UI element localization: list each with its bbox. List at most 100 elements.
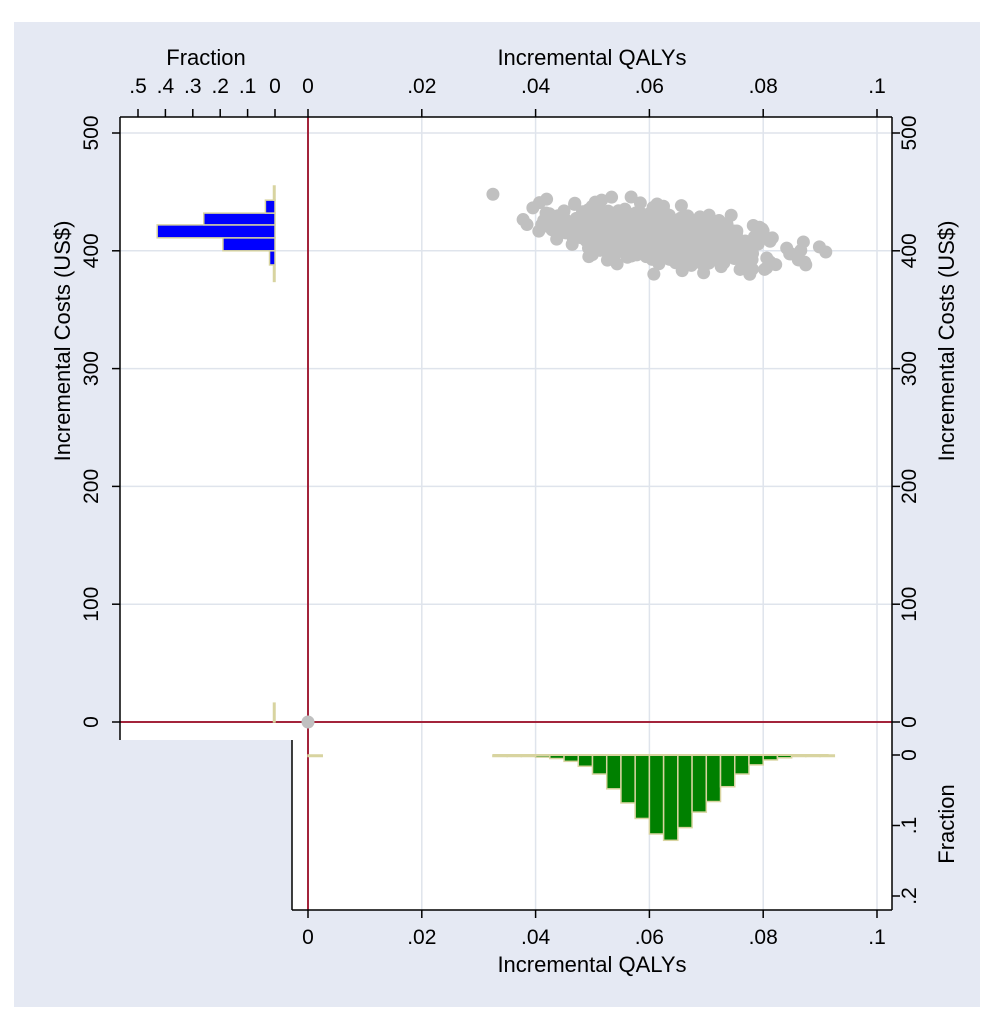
scatter-point <box>731 248 745 262</box>
qaly-histogram-bar <box>734 754 750 775</box>
scatter-point <box>626 215 640 229</box>
right-y-tick-label: 400 <box>898 233 921 268</box>
qaly-histogram-tick-label: .2 <box>898 887 921 905</box>
cost-histogram-bar <box>272 264 276 283</box>
scatter-point <box>638 239 652 253</box>
scatter-point <box>672 234 686 248</box>
qaly-histogram <box>307 754 836 842</box>
left-y-tick-label: 300 <box>80 351 103 386</box>
scatter-point <box>769 258 783 272</box>
qaly-histogram-bar <box>591 754 608 775</box>
top-x-tick-label: .06 <box>635 75 664 98</box>
cost-histogram-bar <box>272 185 276 201</box>
right-y-tick-label: 200 <box>898 469 921 504</box>
qaly-histogram-bar <box>307 754 323 758</box>
scatter-point <box>627 232 641 246</box>
scatter-point <box>720 232 734 246</box>
qaly-histogram-bar <box>577 754 594 768</box>
scatter-points <box>301 187 833 729</box>
cost-histogram-tick-label: .3 <box>184 75 202 98</box>
scatter-point <box>664 252 678 266</box>
scatter-point <box>586 218 600 232</box>
bottom-x-axis-title: Incremental QALYs <box>497 952 686 977</box>
cost-histogram-tick-label: .4 <box>157 75 175 98</box>
scatter-point <box>633 196 647 210</box>
right-y-tick-label: 100 <box>898 587 921 622</box>
scatter-point <box>605 190 619 204</box>
cost-histogram-tick-label: .1 <box>239 75 257 98</box>
scatter-point <box>605 247 619 261</box>
scatter-point <box>557 204 571 218</box>
scatter-point <box>674 199 688 213</box>
cost-histogram-axis-title: Fraction <box>166 45 245 70</box>
cost-histogram-bar <box>268 250 276 266</box>
top-x-tick-label: .04 <box>521 75 551 98</box>
scatter-point <box>516 213 530 227</box>
cost-histogram-bar <box>222 237 276 252</box>
scatter-point <box>714 216 728 230</box>
scatter-point <box>743 267 757 281</box>
qaly-histogram-bar <box>662 754 679 842</box>
scatter-point <box>610 257 624 271</box>
scatter-point <box>486 187 500 201</box>
scatter-point <box>647 267 661 281</box>
qaly-histogram-bar <box>748 754 764 766</box>
scatter-point <box>693 210 707 224</box>
top-x-axis-title: Incremental QALYs <box>497 45 686 70</box>
scatter-point <box>729 226 743 240</box>
qaly-histogram-bar <box>605 754 622 790</box>
scatter-point <box>681 244 695 258</box>
qaly-histogram-bar <box>620 754 636 804</box>
scatter-point <box>676 217 690 231</box>
scatter-point <box>576 205 590 219</box>
scatter-point <box>542 207 556 221</box>
top-x-tick-label: .08 <box>749 75 778 98</box>
scatter-point <box>550 232 564 246</box>
scatter-point <box>709 227 723 241</box>
left-y-axis-title: Incremental Costs (US$) <box>50 221 75 462</box>
top-x-tick-label: 0 <box>302 75 314 98</box>
cost-histogram-tick-label: .2 <box>211 75 229 98</box>
right-y-axis-title: Incremental Costs (US$) <box>934 221 959 462</box>
right-y-tick-label: 500 <box>898 115 921 150</box>
cost-histogram <box>156 185 276 723</box>
scatter-point <box>638 219 652 233</box>
axes: 0.02.04.06.08.1.5.4.3.2.1 001002003004005… <box>80 75 921 949</box>
cost-histogram-tick-label: 0 <box>269 75 281 98</box>
cost-histogram-bar <box>272 702 276 723</box>
right-y-tick-label: 0 <box>898 716 921 728</box>
scatter-point <box>692 225 706 239</box>
scatter-point <box>624 190 638 204</box>
qaly-histogram-bar <box>719 754 736 788</box>
scatter-point <box>663 216 677 230</box>
qaly-histogram-bar <box>677 754 693 829</box>
scatter-point <box>760 251 774 265</box>
qaly-histogram-tick-label: .1 <box>898 817 921 835</box>
scatter-point <box>614 221 628 235</box>
scatter-point <box>582 250 596 264</box>
cost-histogram-tick-label: .5 <box>129 75 147 98</box>
scatter-point <box>724 208 738 222</box>
left-y-tick-label: 100 <box>80 587 103 622</box>
scatter-point <box>615 231 629 245</box>
scatter-point <box>595 193 609 207</box>
left-y-tick-label: 400 <box>80 233 103 268</box>
cost-histogram-bar <box>264 199 276 214</box>
axis-labels: Incremental QALYs Incremental QALYs Incr… <box>50 45 959 977</box>
cost-histogram-bar <box>203 212 276 226</box>
scatter-point <box>765 231 779 245</box>
qaly-histogram-bar <box>705 754 722 803</box>
scatter-point <box>568 222 582 236</box>
bottom-x-tick-label: .06 <box>635 926 664 949</box>
left-y-tick-label: 500 <box>80 115 103 150</box>
bottom-x-tick-label: .1 <box>868 926 886 949</box>
left-y-tick-label: 0 <box>80 716 103 728</box>
scatter-point <box>526 201 540 215</box>
reference-lines <box>120 117 892 910</box>
bottom-x-tick-label: .04 <box>521 926 551 949</box>
qaly-histogram-bar <box>691 754 708 813</box>
qaly-histogram-bar <box>648 754 665 835</box>
bottom-x-tick-label: .02 <box>407 926 436 949</box>
